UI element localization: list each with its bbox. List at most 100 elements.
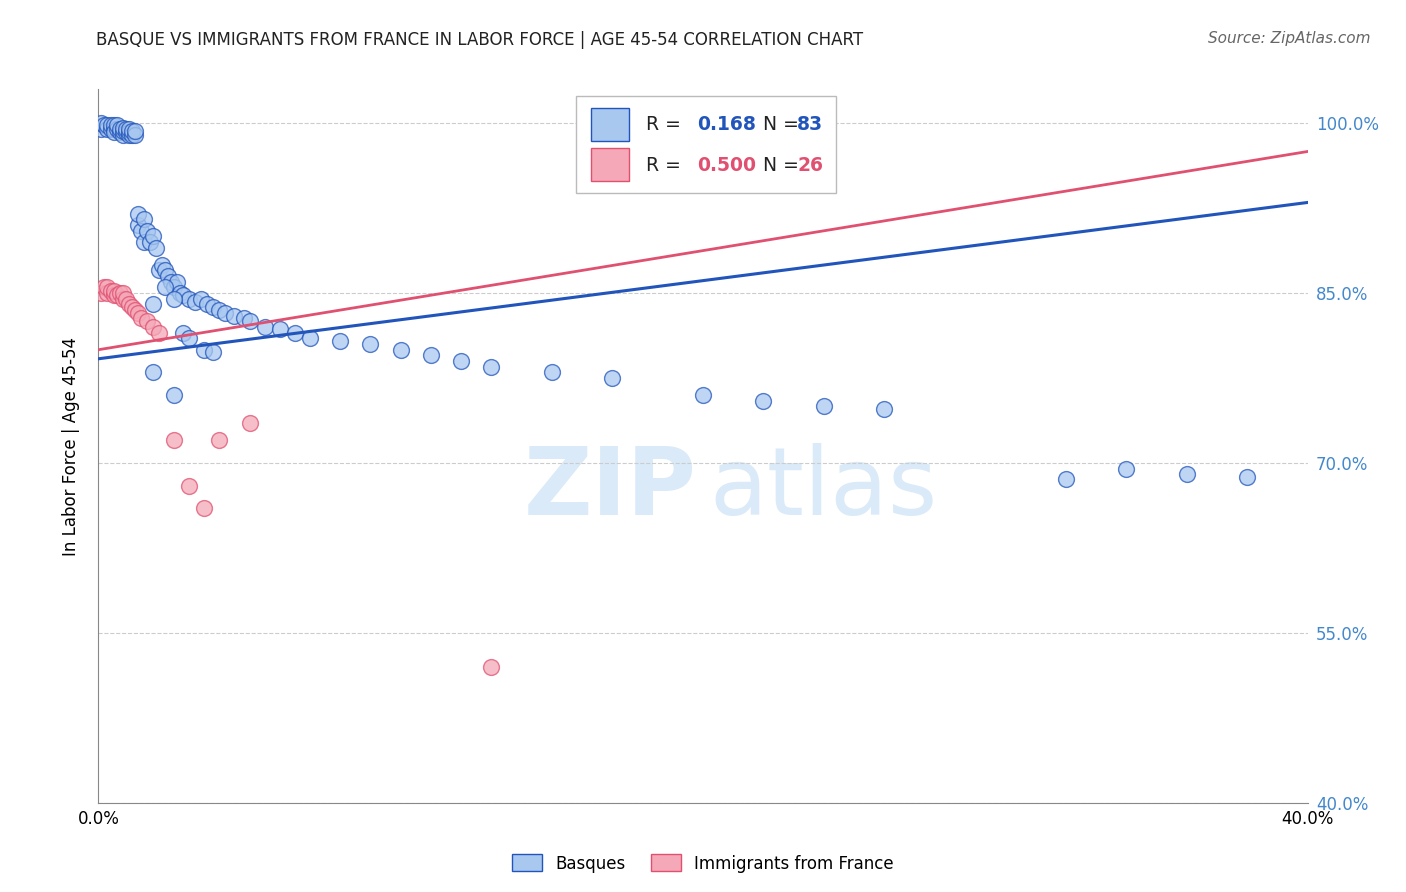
Point: [118, 297, 141, 311]
Point: [96, 280, 118, 294]
Point: [284, 326, 307, 340]
Point: [114, 125, 136, 139]
Point: [108, 286, 131, 301]
Legend: Basques, Immigrants from France: Basques, Immigrants from France: [506, 847, 900, 880]
Point: [96, 121, 118, 136]
Point: [127, 218, 149, 232]
Point: [195, 297, 218, 311]
Point: [124, 128, 146, 142]
Point: [179, 292, 201, 306]
Point: [1054, 472, 1077, 486]
Text: N =: N =: [751, 156, 806, 175]
Point: [214, 306, 236, 320]
Point: [142, 365, 165, 379]
Point: [142, 297, 165, 311]
Point: [100, 284, 122, 298]
Point: [239, 314, 262, 328]
Point: [103, 125, 125, 139]
Point: [118, 121, 141, 136]
Point: [96, 286, 118, 301]
Point: [172, 326, 194, 340]
Point: [450, 354, 472, 368]
Point: [193, 501, 215, 516]
Point: [100, 121, 122, 136]
Point: [389, 343, 412, 357]
Point: [103, 121, 125, 136]
Point: [224, 309, 246, 323]
Point: [163, 280, 186, 294]
Point: [420, 348, 443, 362]
Point: [153, 263, 176, 277]
FancyBboxPatch shape: [591, 109, 630, 141]
Point: [1115, 461, 1137, 475]
Point: [602, 371, 624, 385]
Point: [139, 235, 162, 249]
Point: [148, 326, 170, 340]
Y-axis label: In Labor Force | Age 45-54: In Labor Force | Age 45-54: [62, 336, 80, 556]
Point: [124, 303, 146, 318]
Point: [145, 241, 167, 255]
Point: [127, 207, 149, 221]
Point: [96, 119, 118, 133]
Point: [172, 288, 194, 302]
Point: [153, 280, 176, 294]
Point: [114, 121, 136, 136]
Point: [103, 119, 125, 133]
Point: [253, 320, 276, 334]
Text: R =: R =: [647, 156, 688, 175]
Point: [813, 400, 835, 414]
Point: [329, 334, 352, 348]
Point: [111, 292, 134, 306]
Text: 0.500: 0.500: [697, 156, 756, 175]
Point: [179, 478, 201, 492]
Point: [540, 365, 562, 379]
Point: [111, 124, 134, 138]
Point: [202, 345, 225, 359]
FancyBboxPatch shape: [591, 148, 630, 181]
Point: [118, 128, 141, 142]
Point: [103, 288, 125, 302]
Point: [129, 311, 152, 326]
Point: [121, 128, 143, 142]
Point: [232, 311, 254, 326]
Point: [90, 116, 112, 130]
Point: [239, 417, 262, 431]
Point: [114, 292, 136, 306]
Text: 0.168: 0.168: [697, 115, 756, 135]
Point: [90, 121, 112, 136]
Point: [163, 388, 186, 402]
Point: [208, 303, 231, 318]
Text: ZIP: ZIP: [524, 442, 697, 535]
Point: [1175, 467, 1198, 482]
FancyBboxPatch shape: [576, 96, 837, 193]
Point: [111, 128, 134, 142]
Point: [142, 320, 165, 334]
Point: [1236, 469, 1258, 483]
Text: 26: 26: [797, 156, 824, 175]
Point: [169, 286, 191, 301]
Point: [208, 434, 231, 448]
Point: [873, 401, 896, 416]
Point: [269, 322, 291, 336]
Point: [111, 120, 134, 135]
Point: [163, 434, 186, 448]
Point: [132, 212, 155, 227]
Text: atlas: atlas: [709, 442, 938, 535]
Point: [121, 124, 143, 138]
Point: [129, 224, 152, 238]
Point: [90, 286, 112, 301]
Point: [118, 125, 141, 139]
Point: [692, 388, 714, 402]
Point: [752, 393, 775, 408]
Point: [184, 295, 207, 310]
Point: [202, 300, 225, 314]
Point: [360, 337, 382, 351]
Point: [108, 125, 131, 139]
Point: [111, 286, 134, 301]
Text: BASQUE VS IMMIGRANTS FROM FRANCE IN LABOR FORCE | AGE 45-54 CORRELATION CHART: BASQUE VS IMMIGRANTS FROM FRANCE IN LABO…: [96, 31, 863, 49]
Text: N =: N =: [751, 115, 806, 135]
Text: Source: ZipAtlas.com: Source: ZipAtlas.com: [1208, 31, 1371, 46]
Point: [156, 269, 179, 284]
Point: [105, 121, 128, 136]
Point: [190, 292, 212, 306]
